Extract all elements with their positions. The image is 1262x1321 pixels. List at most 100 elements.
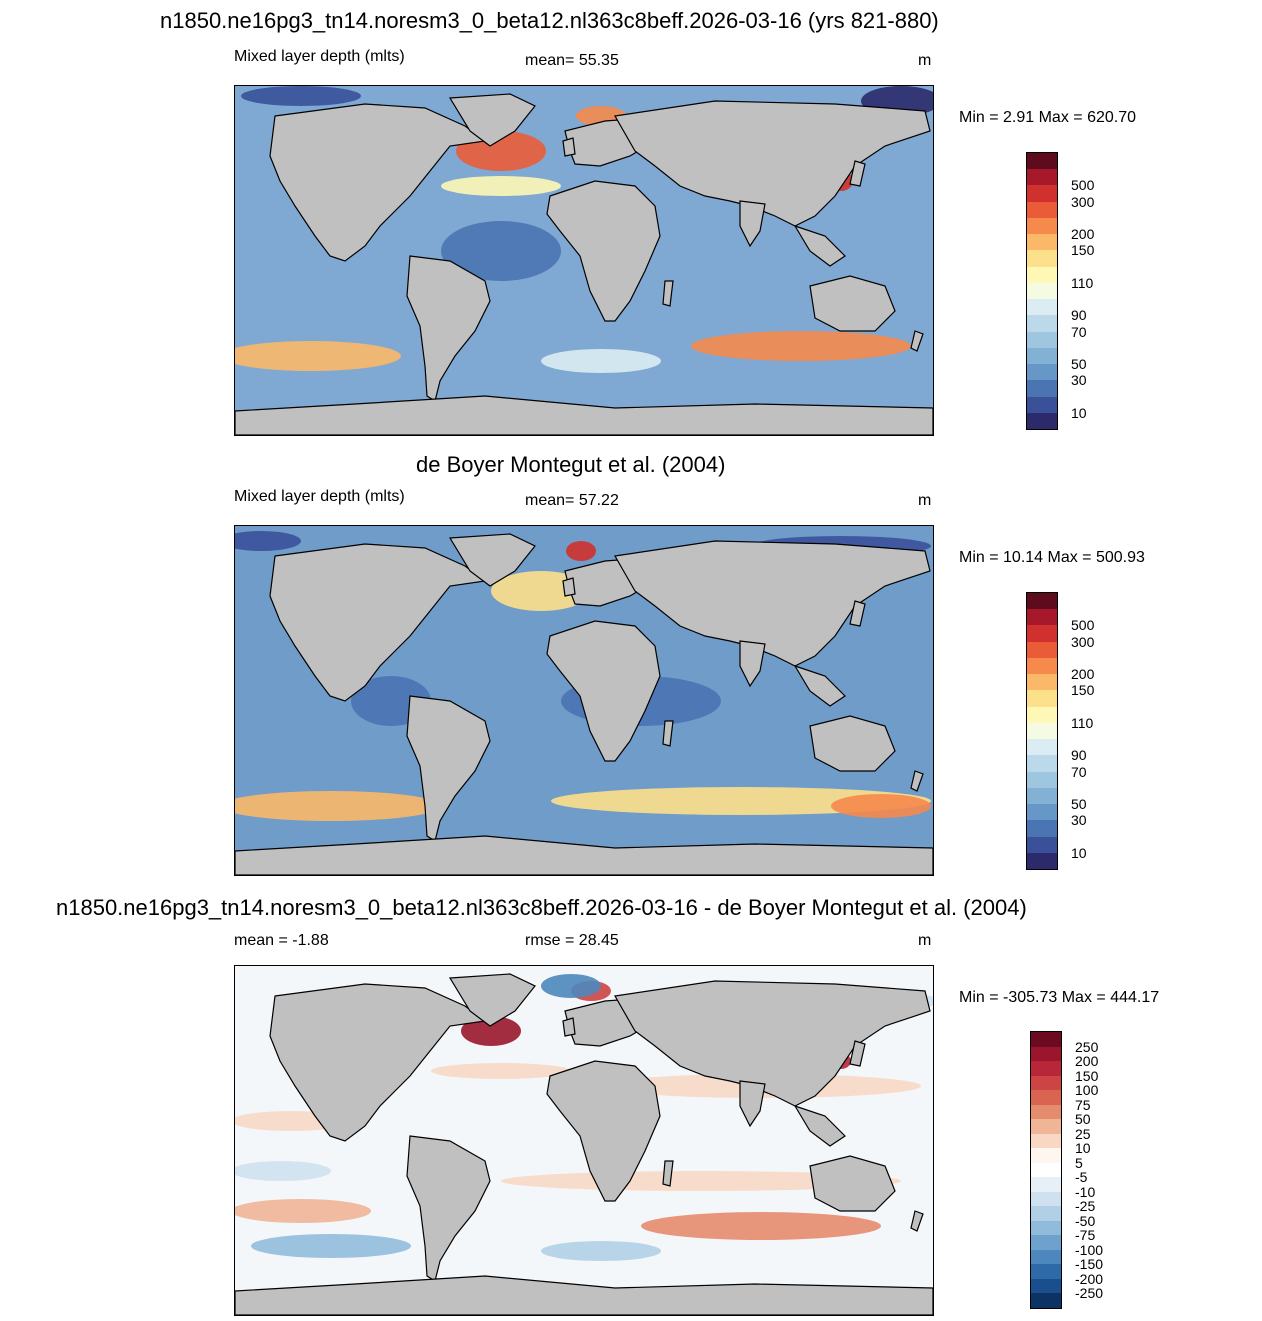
colorbar-tick-label: 300 — [1071, 193, 1095, 210]
panel3-units-label: m — [918, 932, 932, 949]
panel2-map — [234, 525, 934, 876]
colorbar-box — [1027, 299, 1057, 316]
colorbar-tick-label: 70 — [1071, 763, 1087, 780]
panel2-units-label: m — [918, 492, 932, 509]
colorbar-tick-label: 10 — [1075, 1140, 1091, 1157]
ocean-field-region — [235, 1199, 371, 1223]
colorbar-tick-label: -50 — [1075, 1212, 1096, 1229]
colorbar-box — [1027, 315, 1057, 333]
panel3-mean-label: mean = -1.88 — [234, 932, 329, 949]
land-australia — [809, 1155, 896, 1212]
land-south-america — [406, 695, 491, 842]
colorbar-box — [1027, 787, 1057, 805]
colorbar-tick-label: 110 — [1071, 274, 1094, 291]
ocean-field-region — [241, 86, 361, 106]
ocean-field-region — [461, 1016, 521, 1046]
land-australia — [809, 275, 896, 332]
land-madagascar — [662, 1160, 674, 1187]
panel1-map-svg — [235, 86, 933, 435]
colorbar-tick-label: -100 — [1075, 1241, 1104, 1258]
colorbar-box — [1027, 755, 1057, 773]
colorbar-tick-label: 30 — [1071, 812, 1087, 829]
colorbar-box — [1031, 1133, 1061, 1149]
colorbar-box — [1027, 347, 1057, 365]
colorbar-tick-label: 300 — [1071, 633, 1095, 650]
panel1-variable-label: Mixed layer depth (mlts) — [234, 48, 405, 65]
land-madagascar — [662, 720, 674, 747]
ocean-field-region — [235, 341, 401, 371]
colorbar-box — [1027, 706, 1057, 724]
colorbar-tick-label: 10 — [1071, 404, 1087, 421]
colorbar-tick-label: -250 — [1075, 1285, 1104, 1302]
colorbar-box — [1031, 1264, 1061, 1280]
colorbar-box — [1027, 169, 1057, 186]
land-greenland — [448, 973, 536, 1027]
land-antarctica — [235, 835, 933, 875]
ocean-field-region — [235, 791, 441, 821]
colorbar-box — [1027, 331, 1057, 349]
colorbar-box — [1031, 1278, 1061, 1294]
colorbar-tick-label: 5 — [1075, 1154, 1083, 1171]
colorbar-tick-label: -75 — [1075, 1227, 1096, 1244]
colorbar-tick-label: 110 — [1071, 714, 1094, 731]
land-madagascar — [662, 280, 674, 307]
colorbar-tick-label: -200 — [1075, 1270, 1104, 1287]
panel3-rmse-label: rmse = 28.45 — [525, 932, 619, 949]
land-uk — [562, 137, 576, 157]
ocean-field-region — [235, 531, 301, 551]
colorbar-tick-label: 500 — [1071, 177, 1095, 194]
colorbar-box — [1031, 1249, 1061, 1265]
colorbar-box — [1031, 1293, 1061, 1309]
colorbar-box — [1027, 266, 1057, 284]
ocean-field-region — [441, 221, 561, 281]
colorbar-box — [1031, 1119, 1061, 1135]
colorbar-tick-label: 90 — [1071, 307, 1087, 324]
land-new-zealand — [910, 1210, 924, 1232]
colorbar-box — [1027, 625, 1057, 643]
colorbar-box — [1027, 674, 1057, 691]
land-africa — [546, 1060, 661, 1202]
colorbar-tick-label: 100 — [1075, 1082, 1099, 1099]
colorbar-box — [1027, 153, 1057, 170]
land-greenland — [448, 93, 536, 147]
colorbar-box — [1031, 1162, 1061, 1178]
colorbar-box — [1027, 250, 1057, 268]
colorbar-box — [1027, 396, 1057, 414]
land-japan — [849, 1040, 866, 1067]
panel2-minmax: Min = 10.14 Max = 500.93 — [959, 549, 1145, 566]
panel2-colorbar: 500 300 200 150 110 90 70 50 30 10 — [1026, 592, 1094, 870]
panel2-mean-label: mean= 57.22 — [525, 492, 619, 509]
colorbar-box — [1027, 234, 1057, 251]
ocean-field-region — [541, 349, 661, 373]
panel1-map — [234, 85, 934, 436]
colorbar-tick-label: -10 — [1075, 1183, 1096, 1200]
colorbar-box — [1031, 1075, 1061, 1091]
land-asia — [614, 980, 931, 1107]
colorbar-box — [1031, 1032, 1061, 1048]
land-new-zealand — [910, 330, 924, 352]
colorbar-tick-label: 10 — [1071, 844, 1087, 861]
colorbar-tick-label: 50 — [1071, 356, 1087, 373]
colorbar-tick-label: 50 — [1071, 796, 1087, 813]
panel3-map-svg — [235, 966, 933, 1315]
colorbar-box — [1027, 412, 1057, 430]
panel1-title: n1850.ne16pg3_tn14.noresm3_0_beta12.nl36… — [160, 8, 939, 33]
land-japan — [849, 160, 866, 187]
colorbar-box — [1031, 1061, 1061, 1077]
colorbar-tick-label: 200 — [1071, 226, 1095, 243]
land-se-asia — [793, 1104, 846, 1147]
ocean-field-region — [235, 1161, 331, 1181]
colorbar-box — [1031, 1090, 1061, 1106]
land-north-america — [269, 103, 487, 262]
colorbar-box — [1027, 380, 1057, 398]
colorbar-box — [1031, 1046, 1061, 1062]
colorbar-box — [1027, 641, 1057, 659]
panel1-units-label: m — [918, 52, 932, 69]
panel3-title: n1850.ne16pg3_tn14.noresm3_0_beta12.nl36… — [56, 895, 1027, 920]
colorbar-tick-label: 500 — [1071, 617, 1095, 634]
colorbar-box — [1027, 836, 1057, 854]
colorbar-tick-label: 200 — [1071, 666, 1095, 683]
colorbar-box — [1027, 739, 1057, 756]
colorbar-box — [1027, 282, 1057, 300]
colorbar-tick-label: 150 — [1071, 242, 1095, 259]
